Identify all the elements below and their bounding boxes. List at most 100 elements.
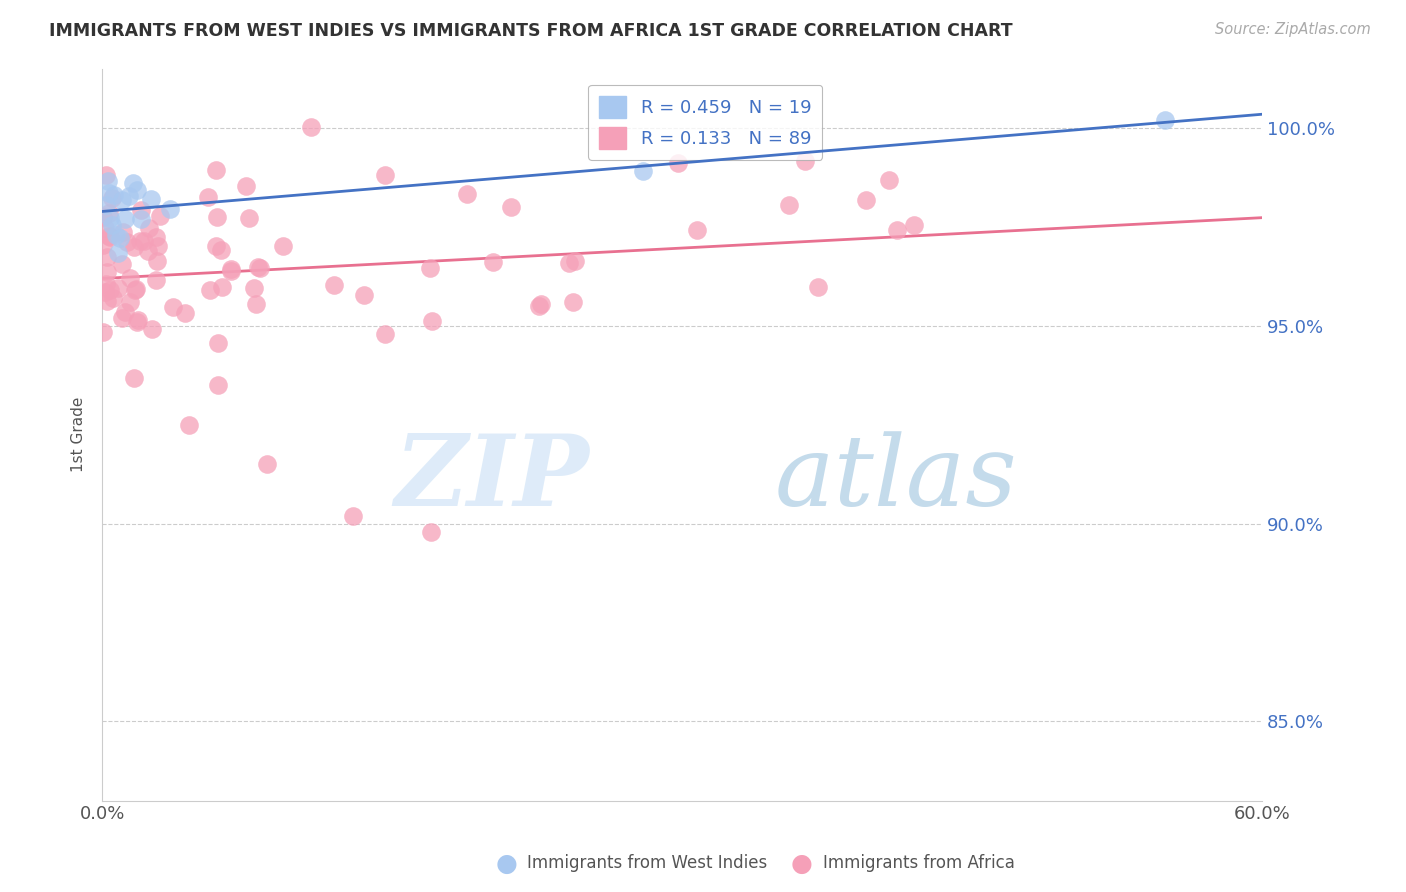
Point [91, 237, 114, 252]
Point [207, 210, 229, 224]
Point [111, 225, 134, 239]
Point [141, 322, 163, 336]
Point [138, 221, 160, 235]
Point [136, 244, 159, 258]
Point [235, 179, 257, 194]
Text: ●: ● [790, 852, 813, 875]
Text: Immigrants from West Indies: Immigrants from West Indies [527, 855, 768, 872]
Point [110, 193, 132, 207]
Point [146, 238, 169, 252]
Point [374, 326, 396, 341]
Point [111, 257, 134, 271]
Point [207, 335, 229, 350]
Point [564, 254, 586, 268]
Point [342, 508, 364, 523]
Point [246, 260, 269, 274]
Point [633, 164, 655, 178]
Point [134, 235, 156, 249]
Point [96, 277, 118, 291]
Point [98, 186, 121, 201]
Point [139, 193, 162, 207]
Point [322, 277, 344, 292]
Point [104, 228, 127, 243]
Point [98, 230, 121, 244]
Point [107, 245, 129, 260]
Point [529, 298, 551, 312]
Text: IMMIGRANTS FROM WEST INDIES VS IMMIGRANTS FROM AFRICA 1ST GRADE CORRELATION CHAR: IMMIGRANTS FROM WEST INDIES VS IMMIGRANT… [49, 22, 1012, 40]
Point [1154, 112, 1177, 127]
Point [94, 285, 117, 300]
Point [686, 222, 709, 236]
Point [97, 174, 120, 188]
Point [456, 186, 478, 201]
Point [299, 120, 322, 134]
Point [114, 305, 136, 319]
Point [125, 183, 148, 197]
Point [94, 198, 117, 212]
Point [122, 176, 145, 190]
Point [219, 262, 242, 277]
Point [91, 325, 114, 339]
Point [96, 265, 118, 279]
Point [124, 283, 146, 297]
Y-axis label: 1st Grade: 1st Grade [72, 397, 86, 472]
Point [145, 273, 167, 287]
Point [127, 315, 149, 329]
Point [419, 260, 441, 275]
Point [115, 235, 138, 250]
Point [353, 287, 375, 301]
Point [96, 294, 118, 309]
Point [159, 202, 181, 216]
Point [249, 261, 271, 276]
Point [499, 200, 522, 214]
Point [98, 283, 121, 297]
Point [886, 223, 908, 237]
Point [96, 250, 118, 264]
Text: ZIP: ZIP [394, 430, 589, 527]
Text: Source: ZipAtlas.com: Source: ZipAtlas.com [1215, 22, 1371, 37]
Point [94, 168, 117, 182]
Text: Immigrants from Africa: Immigrants from Africa [823, 855, 1014, 872]
Point [855, 193, 877, 207]
Point [127, 313, 149, 327]
Point [243, 281, 266, 295]
Point [129, 202, 152, 217]
Point [666, 156, 689, 170]
Point [145, 229, 167, 244]
Point [103, 188, 125, 202]
Point [101, 219, 124, 233]
Point [793, 153, 815, 168]
Point [211, 243, 233, 257]
Legend: R = 0.459   N = 19, R = 0.133   N = 89: R = 0.459 N = 19, R = 0.133 N = 89 [588, 85, 823, 160]
Point [205, 162, 228, 177]
Point [197, 189, 219, 203]
Point [422, 314, 444, 328]
Point [561, 294, 583, 309]
Point [146, 253, 169, 268]
Point [124, 282, 146, 296]
Point [114, 212, 136, 227]
Point [149, 209, 172, 223]
Point [245, 297, 267, 311]
Point [118, 270, 141, 285]
Point [530, 297, 553, 311]
Point [98, 229, 121, 244]
Point [238, 211, 260, 225]
Point [124, 240, 146, 254]
Point [877, 172, 900, 186]
Point [219, 264, 242, 278]
Point [97, 206, 120, 220]
Point [162, 300, 184, 314]
Point [903, 218, 925, 232]
Point [128, 235, 150, 249]
Point [200, 283, 222, 297]
Point [98, 211, 121, 226]
Point [179, 417, 201, 432]
Point [211, 280, 233, 294]
Point [205, 239, 228, 253]
Point [374, 168, 396, 182]
Point [94, 221, 117, 235]
Point [807, 280, 830, 294]
Point [100, 191, 122, 205]
Point [91, 210, 114, 224]
